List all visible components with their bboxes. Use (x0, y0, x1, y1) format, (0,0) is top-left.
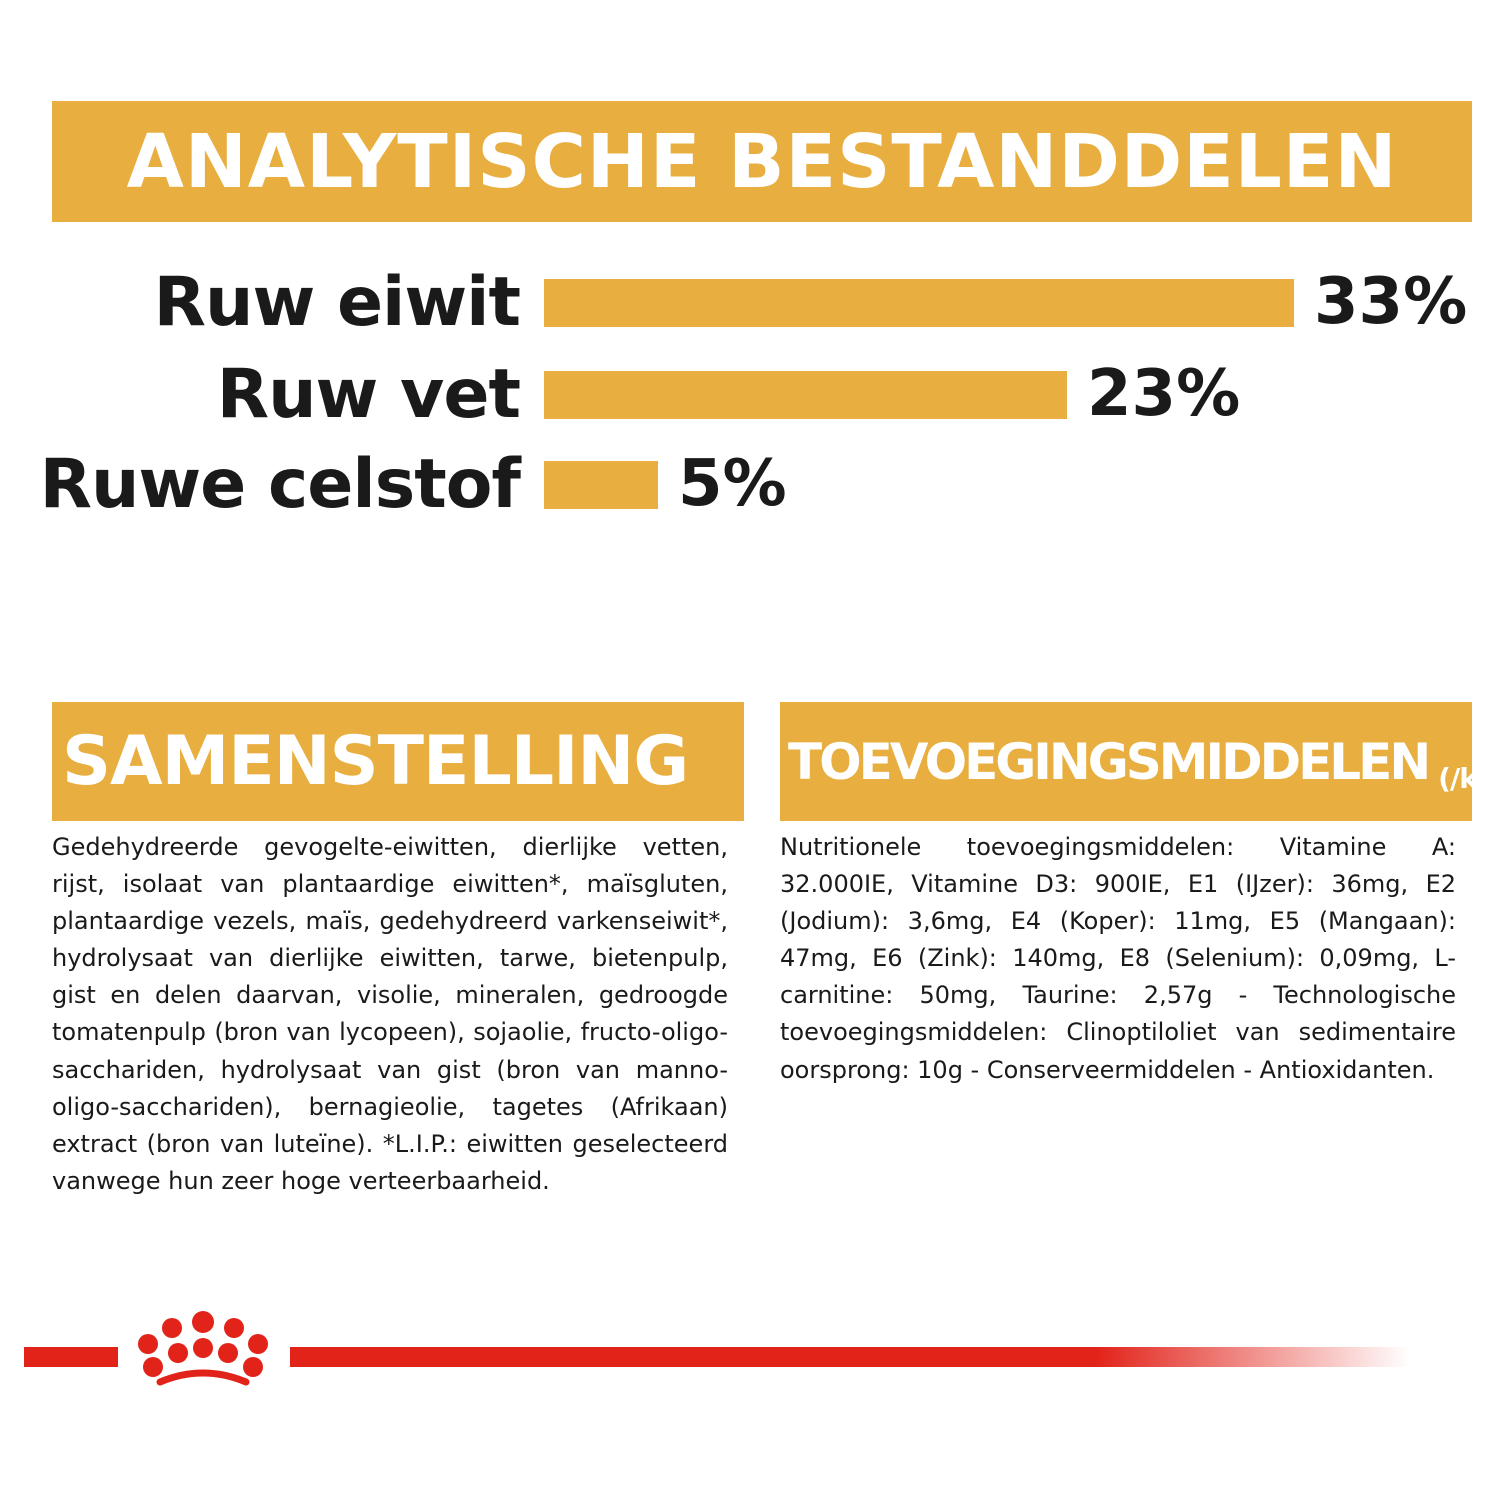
composition-title: SAMENSTELLING (62, 722, 689, 801)
additives-text: Nutritionele toevoegingsmiddelen: Vitami… (780, 833, 1456, 1084)
additives-unit: (/kg) (1438, 762, 1472, 795)
chart-value-label: 33% (1314, 265, 1468, 339)
footer-brand-line (24, 1311, 1410, 1386)
composition-text: Gedehydreerde gevogelte-eiwitten, dierli… (52, 833, 728, 1195)
chart-value-label: 5% (678, 447, 787, 521)
chart-row: Ruw eiwit 33% (0, 257, 1500, 347)
chart-bar (544, 371, 1067, 419)
chart-category-label: Ruwe celstof (39, 444, 521, 524)
analysis-title-banner: ANALYTISCHE BESTANDDELEN (52, 101, 1472, 222)
analysis-title: ANALYTISCHE BESTANDDELEN (126, 118, 1398, 205)
chart-row: Ruw vet 23% (0, 349, 1500, 439)
footer-line-left (24, 1347, 118, 1367)
composition-title-banner: SAMENSTELLING (52, 702, 744, 821)
crown-icon (138, 1311, 268, 1386)
chart-category-label: Ruw vet (216, 354, 521, 434)
chart-value-label: 23% (1087, 357, 1241, 431)
chart-category-label: Ruw eiwit (153, 262, 521, 342)
additives-title: TOEVOEGINGSMIDDELEN (788, 732, 1431, 791)
chart-row: Ruwe celstof 5% (0, 439, 1500, 529)
chart-bar (544, 279, 1294, 327)
chart-bar (544, 461, 658, 509)
footer-line-right (290, 1347, 1410, 1367)
additives-title-banner: TOEVOEGINGSMIDDELEN (/kg) (780, 702, 1472, 821)
